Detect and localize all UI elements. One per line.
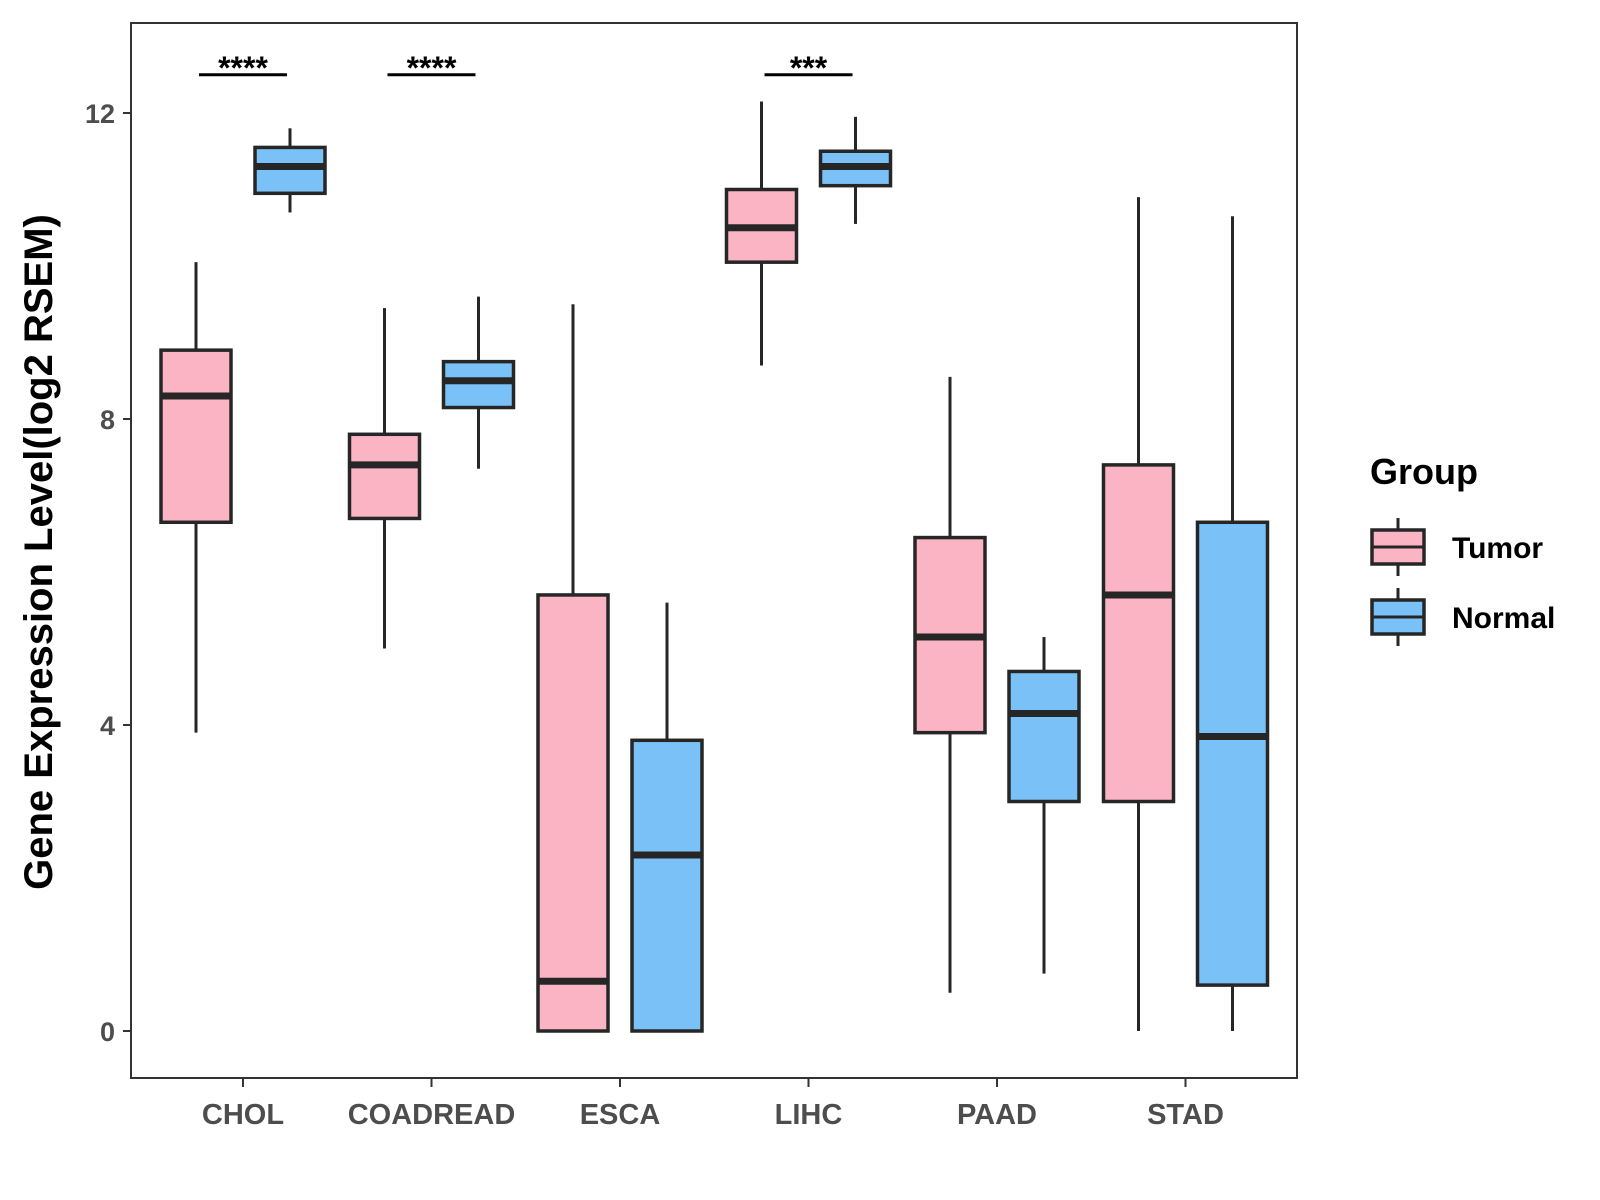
box-iqr: [630, 738, 704, 1033]
box-layer: [159, 101, 1270, 1033]
significance-stars: ***: [790, 50, 828, 86]
legend-title: Group: [1370, 451, 1478, 492]
x-tick-label: LIHC: [775, 1099, 843, 1131]
legend-item-normal: Normal: [1370, 588, 1555, 646]
box-normal-esca: [630, 602, 704, 1033]
box-iqr: [1007, 669, 1081, 804]
y-tick-label: 12: [85, 99, 115, 129]
x-tick-label: CHOL: [202, 1099, 284, 1131]
significance-chol: ****: [199, 50, 287, 86]
box-iqr: [253, 145, 327, 196]
legend: Group Tumor Normal: [1370, 451, 1555, 646]
legend-label: Normal: [1452, 602, 1555, 635]
box-iqr: [441, 359, 516, 410]
significance-stars: ****: [218, 50, 268, 86]
significance-lihc: ***: [764, 50, 853, 86]
box-iqr: [1195, 520, 1270, 987]
box-tumor-esca: [536, 304, 610, 1033]
legend-label: Tumor: [1452, 532, 1543, 565]
box-normal-lihc: [818, 116, 893, 224]
x-tick-label: STAD: [1147, 1099, 1224, 1131]
box-tumor-lihc: [724, 101, 799, 366]
x-tick-label: COADREAD: [348, 1099, 516, 1131]
y-tick-label: 8: [100, 405, 115, 435]
axes: 0 4 8 12 CHOL COADREAD ESCA LIHC PAAD STAD: [85, 99, 1224, 1131]
significance-layer: **** **** ***: [199, 50, 853, 86]
significance-coadread: ****: [387, 50, 476, 86]
box-tumor-stad: [1101, 197, 1176, 1031]
box-normal-stad: [1195, 216, 1270, 1031]
x-tick-label: ESCA: [580, 1099, 661, 1131]
box-normal-chol: [253, 128, 327, 213]
box-iqr: [159, 348, 233, 525]
box-normal-paad: [1007, 637, 1081, 974]
legend-item-tumor: Tumor: [1370, 518, 1543, 576]
box-iqr: [536, 593, 610, 1033]
y-tick-label: 0: [100, 1017, 115, 1047]
box-tumor-chol: [159, 262, 233, 733]
box-iqr: [1101, 463, 1176, 804]
box-tumor-paad: [913, 376, 987, 993]
box-tumor-coadread: [347, 308, 422, 649]
y-tick-label: 4: [100, 711, 115, 741]
box-normal-coadread: [441, 296, 516, 469]
x-tick-label: PAAD: [957, 1099, 1037, 1131]
significance-stars: ****: [407, 50, 457, 86]
box-iqr: [347, 432, 422, 521]
y-axis-title: Gene Expression Level(log2 RSEM): [17, 214, 61, 890]
